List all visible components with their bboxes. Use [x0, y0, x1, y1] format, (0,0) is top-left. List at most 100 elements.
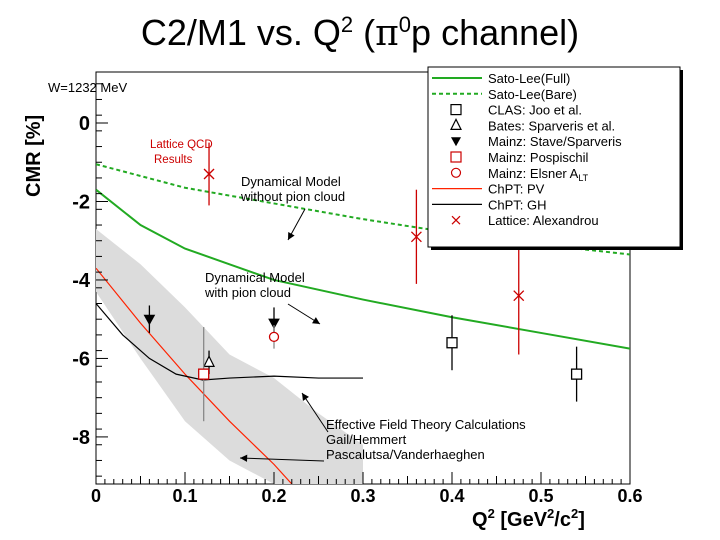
- legend-label-text: Mainz: Pospischil: [488, 150, 589, 165]
- x-label-sup: 2: [488, 506, 495, 521]
- annotation-3-line-0: Effective Field Theory Calculations: [326, 417, 526, 432]
- legend-entry-lattice-alexandrou: Lattice: Alexandrou: [451, 213, 599, 228]
- y-tick-label-1: -2: [72, 191, 90, 213]
- y-tick-label-2: -4: [72, 270, 91, 292]
- arrow-eft-gh: [301, 392, 329, 433]
- legend-box: [427, 66, 681, 248]
- series-lines-group: [96, 163, 630, 484]
- legend-entry-mainz-elsner-a: Mainz: Elsner ALT: [450, 166, 589, 183]
- sato-lee-bare-line: [96, 163, 630, 256]
- legend-label-sato-lee-bare: Sato-Lee(Bare): [488, 87, 577, 102]
- legend-symbol-mainz-pospischil: [450, 151, 462, 163]
- annotation-0-line-1: Results: [154, 154, 193, 166]
- x-tick-label-1: 0.1: [172, 486, 197, 506]
- chpt-pv-line: [96, 267, 293, 484]
- legend-label-bates-sparveris-et-al: Bates: Sparveris et al.: [488, 118, 615, 133]
- mainz-stave-sparveris-point-1-marker: [268, 318, 280, 330]
- arrow-eft-gh-head: [302, 393, 309, 401]
- clas-joo-et-al-point-0: [446, 315, 458, 371]
- legend-label-lattice-alexandrou: Lattice: Alexandrou: [488, 213, 599, 228]
- mainz-pospischil-point-0-marker: [198, 368, 210, 380]
- title-main: C2/M1 vs. Q: [140, 12, 341, 53]
- legend-label-text: Mainz: Elsner A: [488, 166, 579, 181]
- chpt-pv-band-group: [96, 228, 363, 484]
- slide-title: C2/M1 vs. Q2 (π0p channel): [0, 12, 720, 54]
- axes-group: 0 0.1 0.2 0.3 0.4 0.5 0.6 0 -2 -4 -6 -8: [72, 83, 643, 506]
- sato-lee-full-line: [96, 188, 630, 350]
- legend-symbol-clas-joo-et-al: [450, 103, 462, 116]
- legend-label-text: Sato-Lee(Bare): [488, 87, 577, 102]
- lattice-alexandrou-point-2-marker-b: [513, 290, 525, 302]
- x-tick-label-5: 0.5: [528, 486, 553, 506]
- legend-entry-sato-lee-full: Sato-Lee(Full): [432, 71, 570, 86]
- arrow-without-pion-cloud: [287, 208, 306, 241]
- mainz-pospischil-point-0: [198, 327, 210, 422]
- arrow-eft-pv-shaft: [239, 457, 325, 462]
- chpt-gh-line: [96, 303, 363, 381]
- mainz-elsner-a-point-0-marker: [268, 331, 280, 343]
- condition-label: W=1232 MeV: [48, 80, 127, 95]
- x-label-unit-mid: /c: [554, 509, 571, 531]
- legend-label-mainz-pospischil: Mainz: Pospischil: [488, 150, 589, 165]
- legend-label-mainz-stave-sparveris: Mainz: Stave/Sparveris: [488, 134, 622, 149]
- x-label-unit-sup2: 2: [571, 506, 578, 521]
- legend-label-chpt-pv: ChPT: PV: [488, 182, 545, 197]
- legend-entry-chpt-pv: ChPT: PV: [432, 182, 545, 197]
- legend-label-text: Sato-Lee(Full): [488, 71, 570, 86]
- y-tick-label-3: -6: [72, 348, 90, 370]
- lattice-alexandrou-point-1-marker-b: [410, 231, 422, 243]
- x-tick-label-3: 0.3: [350, 486, 375, 506]
- annotation-2-line-0: Dynamical Model: [205, 270, 305, 285]
- legend-label-text: CLAS: Joo et al.: [488, 103, 582, 118]
- arrow-without-pion-cloud-head: [288, 232, 295, 240]
- arrow-eft-gh-shaft: [301, 392, 329, 433]
- legend-entry-sato-lee-bare: Sato-Lee(Bare): [432, 87, 577, 102]
- legend-label-clas-joo-et-al: CLAS: Joo et al.: [488, 103, 582, 118]
- annotation-3: Effective Field Theory CalculationsGail/…: [326, 417, 526, 462]
- legend-label-text: Mainz: Stave/Sparveris: [488, 134, 622, 149]
- legend-label-mainz-elsner-a: Mainz: Elsner ALT: [488, 166, 589, 183]
- lattice-alexandrou-point-1: [410, 189, 422, 284]
- annotation-0: Lattice QCD Results: [150, 139, 213, 166]
- title-rest: p channel): [411, 12, 580, 53]
- legend-symbol-mainz-stave-sparveris: [451, 137, 461, 147]
- x-label-unit-sup1: 2: [547, 506, 554, 521]
- x-tick-label-2: 0.2: [261, 486, 286, 506]
- legend-label-text: ChPT: GH: [488, 197, 547, 212]
- legend-entry-mainz-pospischil: Mainz: Pospischil: [450, 150, 589, 165]
- x-axis-label: Q2 [GeV2/c2]: [472, 506, 585, 531]
- legend-entry-mainz-stave-sparveris: Mainz: Stave/Sparveris: [451, 134, 622, 149]
- bates-sparveris-et-al-point-0-marker: [203, 355, 216, 367]
- x-tick-label-6: 0.6: [617, 486, 642, 506]
- lattice-alexandrou-point-2: [513, 236, 525, 355]
- chpt-pv-band: [96, 228, 363, 484]
- data-points-group: [143, 142, 583, 422]
- annotation-0-line-0: Lattice QCD: [150, 139, 213, 151]
- mainz-stave-sparveris-point-0: [143, 305, 156, 333]
- legend-entry-chpt-gh: ChPT: GH: [432, 197, 547, 212]
- title-pi-sup: 0: [398, 12, 412, 37]
- legend-entry-clas-joo-et-al: CLAS: Joo et al.: [450, 103, 582, 118]
- y-tick-label-0: 0: [79, 113, 90, 135]
- legend-symbol-mainz-elsner-a: [450, 167, 462, 178]
- mainz-elsner-a-point-0: [268, 325, 280, 349]
- y-tick-label-4: -8: [72, 427, 90, 449]
- lattice-alexandrou-point-0: [203, 142, 215, 206]
- y-axis-label: CMR [%]: [23, 115, 45, 197]
- legend-label-text: Lattice: Alexandrou: [488, 213, 599, 228]
- arrow-eft-pv-head: [240, 454, 248, 462]
- legend-symbol-lattice-alexandrou-b: [451, 215, 461, 225]
- clas-joo-et-al-point-0-marker: [446, 337, 458, 349]
- legend-symbol-bates-sparveris-et-al: [450, 118, 462, 130]
- annotation-3-line-2: Pascalutsa/Vanderhaeghen: [326, 447, 485, 462]
- clas-joo-et-al-point-1: [570, 346, 583, 402]
- annotation-1-line-0: Dynamical Model: [241, 174, 341, 189]
- legend-label-sato-lee-full: Sato-Lee(Full): [488, 71, 570, 86]
- title-pi: π: [375, 13, 399, 54]
- annotation-1-line-1: without pion cloud: [240, 189, 345, 204]
- arrow-eft-pv: [239, 454, 325, 462]
